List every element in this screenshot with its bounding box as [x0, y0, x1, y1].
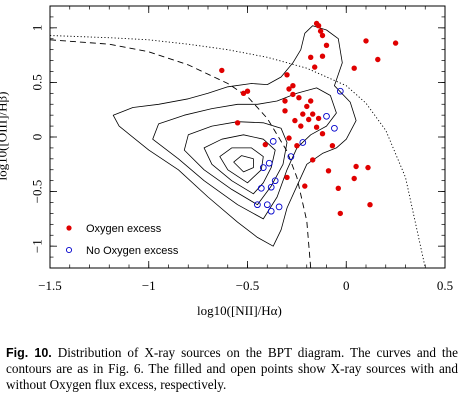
point-oxygen-excess: [323, 42, 330, 48]
contour-2: [183, 121, 288, 206]
point-oxygen-excess: [296, 95, 302, 101]
dotted-curve: [50, 35, 426, 268]
y-tick-label: −0.5: [30, 180, 45, 204]
point-oxygen-excess: [240, 90, 247, 97]
point-oxygen-excess: [335, 185, 341, 191]
point-no-oxygen-excess: [287, 153, 295, 160]
point-no-oxygen-excess: [271, 177, 279, 185]
point-oxygen-excess: [298, 123, 304, 129]
point-oxygen-excess: [392, 40, 399, 46]
point-no-oxygen-excess: [267, 183, 275, 191]
figure: −1.5 −1 −0.5 0 0.5 −1 −0.5 0 0.5 1 Oxygen excess …: [0, 5, 453, 318]
point-oxygen-excess: [313, 124, 320, 130]
point-no-oxygen-excess: [299, 139, 307, 146]
bpt-scatter-chart: −1.5 −1 −0.5 0 0.5 −1 −0.5 0 0.5 1 Oxygen excess …: [30, 5, 453, 293]
point-no-oxygen-excess: [336, 87, 344, 95]
legend-label-no-oxygen-excess: No Oxygen excess: [86, 245, 179, 257]
point-oxygen-excess: [282, 108, 288, 114]
point-oxygen-excess: [284, 72, 290, 78]
point-oxygen-excess: [234, 120, 241, 126]
point-oxygen-excess: [310, 111, 316, 117]
axis-ticks: −1.5 −1 −0.5 0 0.5 −1 −0.5 0 0.5 1: [30, 5, 453, 293]
figure-caption: Fig. 10. Distribution of X-ray sources o…: [6, 345, 458, 393]
x-tick-label: −0.5: [236, 278, 260, 293]
point-oxygen-excess: [329, 143, 336, 149]
point-oxygen-excess: [306, 116, 312, 123]
contour-5: [233, 155, 254, 173]
point-oxygen-excess: [310, 157, 316, 163]
point-oxygen-excess: [302, 183, 308, 189]
point-oxygen-excess: [353, 163, 359, 170]
legend-marker-oxygen-excess: [66, 225, 72, 231]
point-oxygen-excess: [319, 53, 326, 59]
point-no-oxygen-excess: [254, 201, 261, 209]
point-no-oxygen-excess: [257, 184, 265, 192]
x-axis-label: log10([NII]/Hα): [197, 303, 282, 318]
point-oxygen-excess: [304, 103, 310, 110]
density-contours: [112, 25, 357, 247]
point-oxygen-excess: [363, 38, 369, 44]
contour-0: [112, 25, 357, 247]
caption-label: Fig. 10.: [6, 346, 52, 360]
point-no-oxygen-excess: [331, 124, 338, 132]
demarcation-curves: [50, 35, 426, 268]
point-oxygen-excess: [319, 32, 326, 39]
point-oxygen-excess: [319, 131, 326, 137]
point-oxygen-excess: [315, 115, 322, 122]
contour-1: [152, 87, 337, 220]
point-oxygen-excess: [317, 28, 324, 34]
point-oxygen-excess: [365, 164, 371, 171]
contour-4: [219, 147, 264, 184]
point-oxygen-excess: [351, 175, 357, 182]
point-oxygen-excess: [367, 202, 373, 208]
point-oxygen-excess: [312, 64, 318, 70]
x-tick-label: 0: [343, 278, 350, 293]
point-no-oxygen-excess: [323, 112, 330, 120]
point-no-oxygen-excess: [275, 203, 283, 211]
y-axis-label: log10([OIII]/Hβ): [0, 91, 10, 181]
point-oxygen-excess: [375, 56, 381, 63]
point-oxygen-excess: [300, 111, 306, 117]
point-no-oxygen-excess: [259, 164, 267, 171]
caption-text: Distribution of X-ray sources on the BPT…: [6, 345, 458, 392]
point-oxygen-excess: [290, 83, 296, 89]
point-oxygen-excess: [308, 98, 314, 104]
point-oxygen-excess: [282, 98, 288, 104]
point-oxygen-excess: [286, 86, 292, 92]
contour-3: [203, 134, 276, 195]
y-tick-label: −1: [30, 239, 45, 253]
x-tick-label: −1.5: [38, 278, 62, 293]
legend-label-oxygen-excess: Oxygen excess: [86, 223, 162, 235]
point-oxygen-excess: [337, 210, 343, 217]
point-oxygen-excess: [290, 91, 296, 98]
point-oxygen-excess: [308, 54, 314, 60]
point-oxygen-excess: [284, 174, 290, 181]
point-no-oxygen-excess: [269, 138, 277, 145]
point-oxygen-excess: [325, 168, 332, 174]
point-oxygen-excess: [286, 135, 292, 141]
point-no-oxygen-excess: [267, 207, 275, 215]
point-oxygen-excess: [262, 141, 268, 148]
point-oxygen-excess: [294, 143, 300, 149]
point-oxygen-excess: [351, 65, 357, 71]
point-oxygen-excess: [244, 88, 251, 94]
data-points: [219, 20, 399, 217]
point-no-oxygen-excess: [263, 201, 271, 209]
point-oxygen-excess: [219, 67, 225, 74]
point-oxygen-excess: [315, 23, 322, 29]
legend: Oxygen excess No Oxygen excess: [65, 223, 179, 257]
point-oxygen-excess: [292, 117, 298, 124]
point-no-oxygen-excess: [265, 159, 273, 167]
x-tick-label: −1: [142, 278, 156, 293]
y-tick-label: 0.5: [30, 74, 45, 90]
x-tick-label: 0.5: [437, 278, 453, 293]
y-tick-label: 1: [30, 25, 45, 32]
legend-marker-no-oxygen-excess: [65, 246, 73, 254]
y-tick-label: 0: [30, 134, 45, 141]
